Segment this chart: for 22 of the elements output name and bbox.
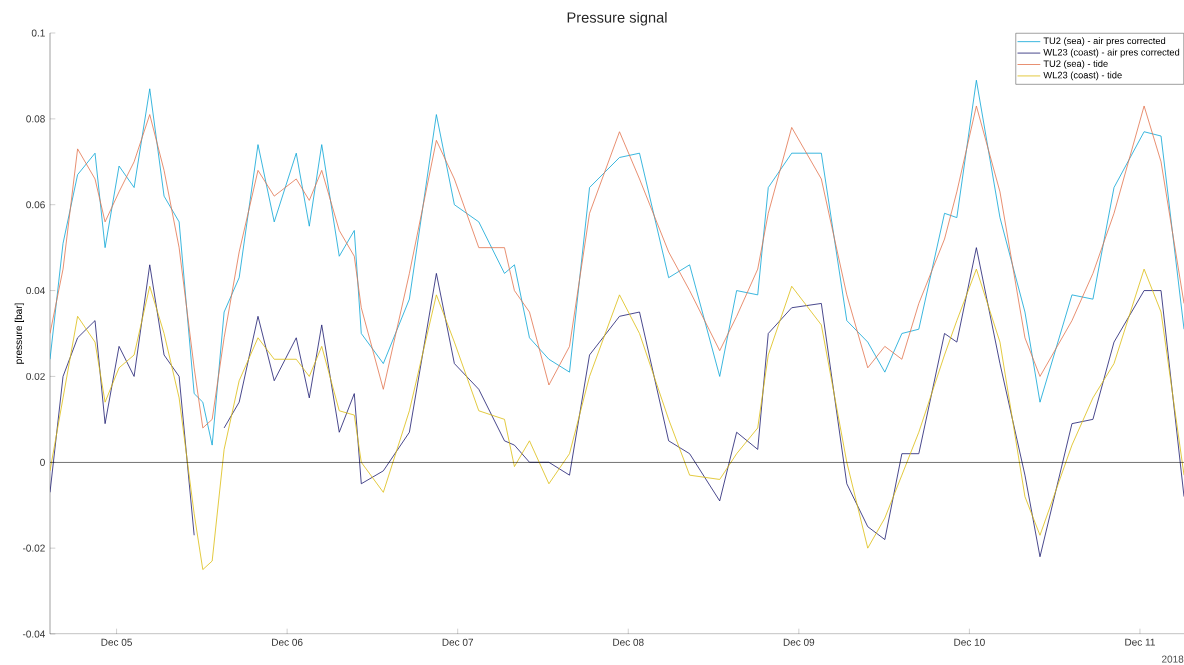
y-axis-title: pressure [bar] [14, 303, 25, 364]
x-tick-label: Dec 05 [101, 638, 132, 646]
text: 2018 [1162, 655, 1184, 663]
legend-label: WL23 (coast) - air pres corrected [1043, 48, 1180, 58]
y-tick-label: 0 [40, 458, 45, 466]
legend-label: WL23 (coast) - tide [1043, 71, 1122, 81]
x-tick-label: Dec 06 [272, 638, 303, 646]
x-tick-label: Dec 07 [442, 638, 474, 646]
y-tick-label: 0.1 [31, 29, 45, 37]
y-tick-label: 0.08 [26, 115, 45, 123]
y-tick-label: 0.04 [26, 287, 45, 295]
x-tick-label: Dec 08 [613, 638, 644, 646]
y-tick-label: 0.02 [26, 372, 45, 380]
chart-title: Pressure signal [567, 11, 667, 26]
x-tick-label: Dec 09 [783, 638, 815, 646]
y-tick-label: 0.06 [26, 201, 45, 209]
y-tick-label: -0.04 [22, 630, 45, 638]
legend-label: TU2 (sea) - air pres corrected [1043, 37, 1166, 46]
y-tick-label: -0.02 [22, 544, 45, 552]
x-tick-label: Dec 10 [954, 638, 985, 646]
x-tick-label: Dec 11 [1125, 638, 1155, 646]
legend-label: TU2 (sea) - tide [1043, 60, 1108, 69]
